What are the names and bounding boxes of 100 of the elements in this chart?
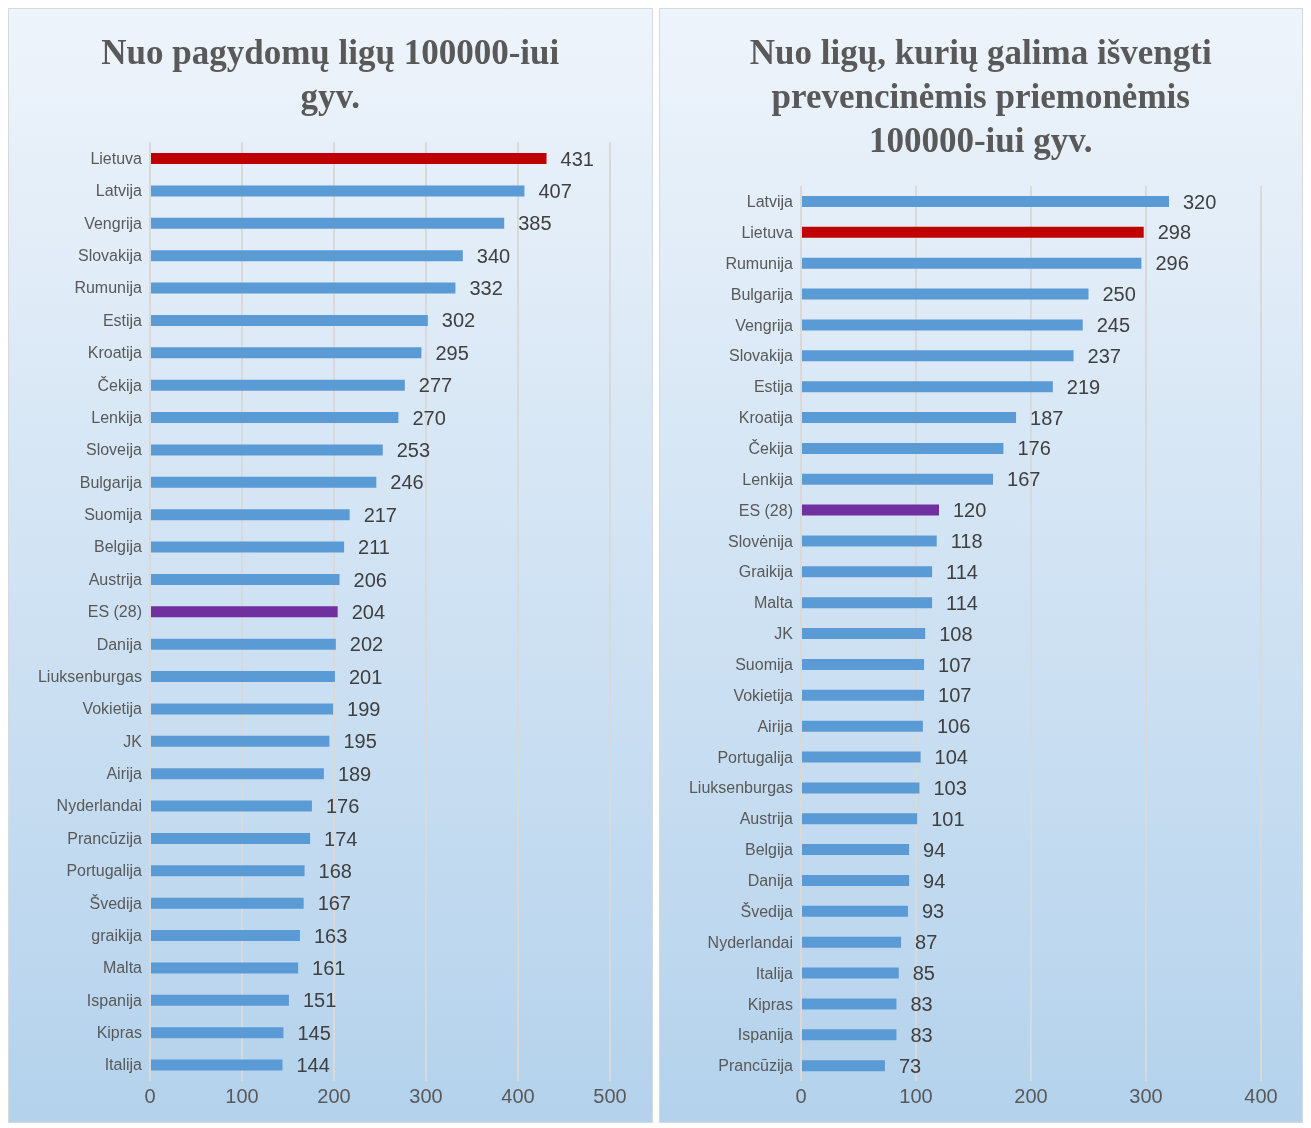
y-tick-label: Slovėnija — [727, 532, 793, 550]
data-label: 189 — [338, 762, 372, 785]
data-label: 114 — [945, 591, 978, 614]
y-tick-label: Estija — [753, 378, 793, 396]
chart-title: Nuo ligų, kurių galima išvengti prevencinėmis priemonėmis 100000-iui gyv. — [748, 32, 1213, 162]
chart-title: Nuo pagydomų ligų 100000-iui gyv. — [100, 32, 561, 118]
data-label: 201 — [349, 665, 383, 688]
data-label: 106 — [936, 715, 971, 738]
data-label: 144 — [296, 1054, 331, 1077]
data-label: 302 — [442, 309, 476, 332]
data-label: 107 — [937, 653, 972, 676]
y-tick-label: Bulgarija — [730, 285, 793, 303]
y-tick-label: Belgija — [94, 538, 143, 556]
data-label: 340 — [477, 244, 511, 267]
x-tick-label: 0 — [144, 1085, 156, 1108]
data-label: 270 — [412, 406, 447, 429]
data-label: 94 — [922, 869, 946, 892]
y-tick-label: Prancūzija — [718, 1057, 793, 1075]
y-tick-label: ES (28) — [88, 603, 143, 621]
data-label: 176 — [1017, 437, 1051, 460]
data-label: 195 — [343, 730, 378, 753]
y-tick-label: Italija — [755, 964, 793, 982]
data-label: 93 — [921, 900, 944, 923]
data-label: 176 — [326, 795, 360, 818]
x-tick-label: 400 — [1244, 1085, 1278, 1108]
y-tick-label: Kroatija — [738, 409, 793, 427]
y-tick-label: Latvija — [746, 193, 793, 211]
data-label: 385 — [518, 212, 552, 235]
y-tick-label: Belgija — [744, 841, 793, 859]
y-tick-label: Vokietija — [82, 700, 143, 718]
x-tick-label: 100 — [899, 1085, 933, 1108]
data-label: 237 — [1087, 344, 1121, 367]
y-tick-label: Vengrija — [84, 214, 143, 232]
x-tick-label: 0 — [795, 1085, 807, 1108]
y-tick-label: Lenkija — [91, 408, 143, 426]
y-tick-label: Airija — [757, 717, 793, 735]
data-label: 85 — [912, 962, 935, 985]
data-label: 245 — [1096, 314, 1130, 337]
data-label: 250 — [1102, 283, 1136, 306]
y-tick-label: Švedija — [89, 893, 143, 912]
y-tick-label: Italija — [104, 1056, 143, 1074]
data-label: 87 — [914, 931, 938, 954]
y-tick-label: Kroatija — [88, 344, 143, 362]
data-label: 296 — [1155, 252, 1189, 275]
data-label: 253 — [397, 439, 431, 462]
x-tick-label: 200 — [317, 1085, 351, 1108]
data-label: 94 — [922, 838, 946, 861]
data-label: 295 — [435, 341, 470, 364]
data-label: 298 — [1157, 221, 1191, 244]
y-tick-label: Prancūzija — [67, 829, 143, 847]
y-tick-label: Lenkija — [742, 470, 793, 488]
x-tick-label: 400 — [501, 1085, 535, 1108]
data-label: 83 — [910, 1023, 933, 1046]
y-tick-label: Portugalija — [717, 748, 793, 766]
y-tick-label: Liuksenburgas — [688, 779, 793, 797]
y-tick-label: Latvija — [96, 182, 143, 200]
y-tick-label: Kipras — [96, 1024, 143, 1042]
y-tick-label: Danija — [96, 635, 143, 653]
data-label: 187 — [1029, 406, 1064, 429]
data-label: 277 — [419, 374, 453, 397]
data-label: 118 — [950, 530, 983, 553]
data-label: 202 — [350, 633, 384, 656]
data-label: 332 — [469, 277, 504, 300]
y-tick-label: Slovakija — [78, 247, 143, 265]
x-tick-label: 200 — [1014, 1085, 1048, 1108]
data-label: 108 — [938, 622, 973, 645]
y-tick-label: Austrija — [88, 570, 143, 588]
data-label: 83 — [910, 993, 933, 1016]
data-label: 407 — [538, 179, 573, 202]
data-label: 246 — [390, 471, 424, 494]
y-tick-label: Austrija — [739, 810, 793, 828]
y-tick-label: Ispanija — [737, 1026, 793, 1044]
data-label: 145 — [297, 1021, 332, 1044]
data-label: 167 — [1006, 468, 1041, 491]
y-tick-label: Vengrija — [734, 316, 793, 334]
data-label: 104 — [934, 746, 968, 769]
y-tick-label: Švedija — [740, 901, 793, 920]
x-tick-label: 300 — [1129, 1085, 1163, 1108]
x-tick-label: 300 — [409, 1085, 443, 1108]
y-tick-label: Čekija — [748, 439, 793, 458]
data-label: 107 — [937, 684, 972, 707]
y-tick-label: Liuksenburgas — [38, 667, 143, 685]
data-label: 163 — [314, 924, 348, 947]
y-tick-label: Airija — [106, 765, 143, 783]
y-tick-label: graikija — [91, 926, 143, 944]
y-tick-label: Kipras — [747, 995, 793, 1013]
data-label: 217 — [363, 503, 398, 526]
y-tick-label: Nyderlandai — [56, 797, 143, 815]
data-label: 199 — [347, 698, 381, 721]
data-label: 204 — [351, 600, 386, 623]
data-label: 151 — [303, 989, 337, 1012]
y-tick-label: Malta — [753, 594, 793, 612]
y-tick-label: Graikija — [738, 563, 793, 581]
y-tick-label: JK — [123, 732, 143, 750]
y-tick-label: Suomija — [734, 656, 793, 674]
y-tick-label: ES (28) — [738, 501, 793, 519]
y-tick-label: Danija — [747, 872, 793, 890]
y-tick-label: Estija — [103, 311, 143, 329]
y-tick-label: Nyderlandai — [707, 933, 793, 951]
x-tick-label: 500 — [593, 1085, 627, 1108]
